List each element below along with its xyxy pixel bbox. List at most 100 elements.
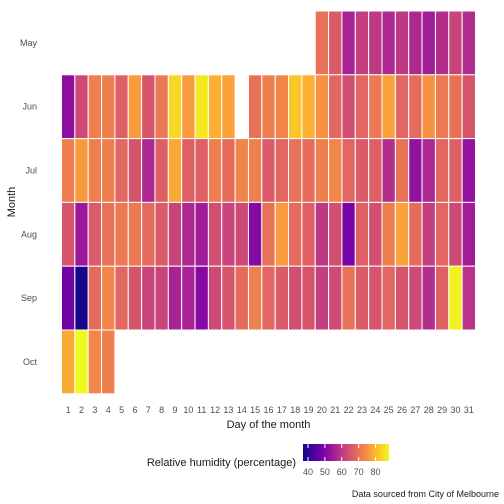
heatmap-cell: [328, 265, 343, 331]
heatmap-cell: [421, 265, 436, 331]
x-tick-label: 23: [357, 405, 367, 415]
heatmap-cell: [381, 265, 396, 331]
heatmap-cell: [368, 74, 383, 140]
heatmap-cell: [328, 138, 343, 203]
heatmap-cell: [74, 201, 89, 267]
x-tick-label: 26: [397, 405, 407, 415]
heatmap-cells: [61, 10, 476, 395]
heatmap-cell: [101, 265, 116, 331]
heatmap-cell: [394, 201, 410, 267]
heatmap-cell: [368, 265, 383, 331]
heatmap-cell: [101, 329, 116, 395]
heatmap-cell: [354, 138, 370, 203]
heatmap-cell: [381, 74, 396, 140]
heatmap-cell: [301, 74, 316, 140]
heatmap-cell: [114, 201, 129, 267]
legend: Relative humidity (percentage) 40 50 60 70 8…: [147, 444, 389, 477]
heatmap-cell: [74, 138, 89, 203]
x-tick-label: 19: [304, 405, 314, 415]
heatmap-cell: [181, 201, 196, 267]
x-tick-label: 28: [424, 405, 434, 415]
heatmap-cell: [247, 74, 263, 140]
heatmap-cell: [461, 265, 476, 331]
heatmap-cell: [194, 74, 209, 140]
heatmap-cell: [221, 74, 236, 140]
heatmap-cell: [434, 138, 450, 203]
heatmap-cell: [381, 138, 396, 203]
legend-tick-label: 40: [303, 467, 313, 477]
heatmap-cell: [181, 74, 196, 140]
heatmap-cell: [274, 74, 290, 140]
heatmap-cell: [141, 74, 156, 140]
heatmap-cell: [247, 138, 263, 203]
heatmap-cell: [114, 138, 129, 203]
heatmap-cell: [461, 10, 476, 76]
heatmap-cell: [341, 10, 356, 76]
heatmap-cell: [181, 138, 196, 203]
heatmap-cell: [368, 201, 383, 267]
heatmap-cell: [448, 74, 463, 140]
heatmap-cell: [261, 265, 276, 331]
heatmap-cell: [421, 138, 436, 203]
heatmap-cell: [354, 74, 370, 140]
heatmap-cell: [314, 138, 330, 203]
heatmap-cell: [381, 201, 396, 267]
heatmap-cell: [434, 265, 450, 331]
heatmap-cell: [74, 74, 89, 140]
heatmap-cell: [194, 138, 209, 203]
heatmap-cell: [87, 201, 103, 267]
y-axis-title: Month: [6, 187, 18, 218]
heatmap-cell: [288, 265, 303, 331]
x-tick-label: 4: [106, 405, 111, 415]
y-tick-label: Sep: [21, 293, 37, 303]
caption: Data sourced from City of Melbourne: [352, 489, 499, 499]
heatmap-cell: [61, 265, 76, 331]
heatmap-cell: [341, 201, 356, 267]
heatmap-cell: [167, 265, 183, 331]
x-tick-label: 16: [263, 405, 273, 415]
heatmap-cell: [448, 10, 463, 76]
heatmap-cell: [61, 329, 76, 395]
x-tick-label: 22: [344, 405, 354, 415]
heatmap-cell: [301, 201, 316, 267]
x-tick-label: 20: [317, 405, 327, 415]
x-tick-label: 1: [66, 405, 71, 415]
heatmap-cell: [328, 74, 343, 140]
x-tick-label: 14: [237, 405, 247, 415]
heatmap-cell: [207, 201, 223, 267]
heatmap-cell: [434, 201, 450, 267]
x-tick-label: 12: [210, 405, 220, 415]
x-tick-label: 7: [146, 405, 151, 415]
heatmap-cell: [421, 74, 436, 140]
heatmap-cell: [127, 138, 143, 203]
heatmap-cell: [154, 74, 169, 140]
heatmap-cell: [301, 265, 316, 331]
heatmap-cell: [274, 265, 290, 331]
heatmap-cell: [87, 74, 103, 140]
heatmap-cell: [341, 74, 356, 140]
heatmap-cell: [114, 265, 129, 331]
y-tick-label: May: [20, 38, 38, 48]
heatmap-cell: [87, 138, 103, 203]
x-tick-label: 13: [223, 405, 233, 415]
heatmap-cell: [114, 74, 129, 140]
legend-tick-label: 80: [371, 467, 381, 477]
heatmap-cell: [354, 10, 370, 76]
heatmap-cell: [368, 138, 383, 203]
x-tick-label: 18: [290, 405, 300, 415]
x-tick-label: 25: [384, 405, 394, 415]
heatmap-cell: [434, 10, 450, 76]
heatmap-cell: [394, 138, 410, 203]
heatmap-cell: [154, 265, 169, 331]
legend-tick-label: 50: [320, 467, 330, 477]
heatmap-cell: [141, 201, 156, 267]
x-tick-label: 29: [437, 405, 447, 415]
heatmap-cell: [381, 10, 396, 76]
heatmap-cell: [421, 10, 436, 76]
heatmap-cell: [314, 201, 330, 267]
heatmap-cell: [247, 265, 263, 331]
x-tick-label: 31: [464, 405, 474, 415]
heatmap-cell: [141, 138, 156, 203]
heatmap-cell: [194, 201, 209, 267]
